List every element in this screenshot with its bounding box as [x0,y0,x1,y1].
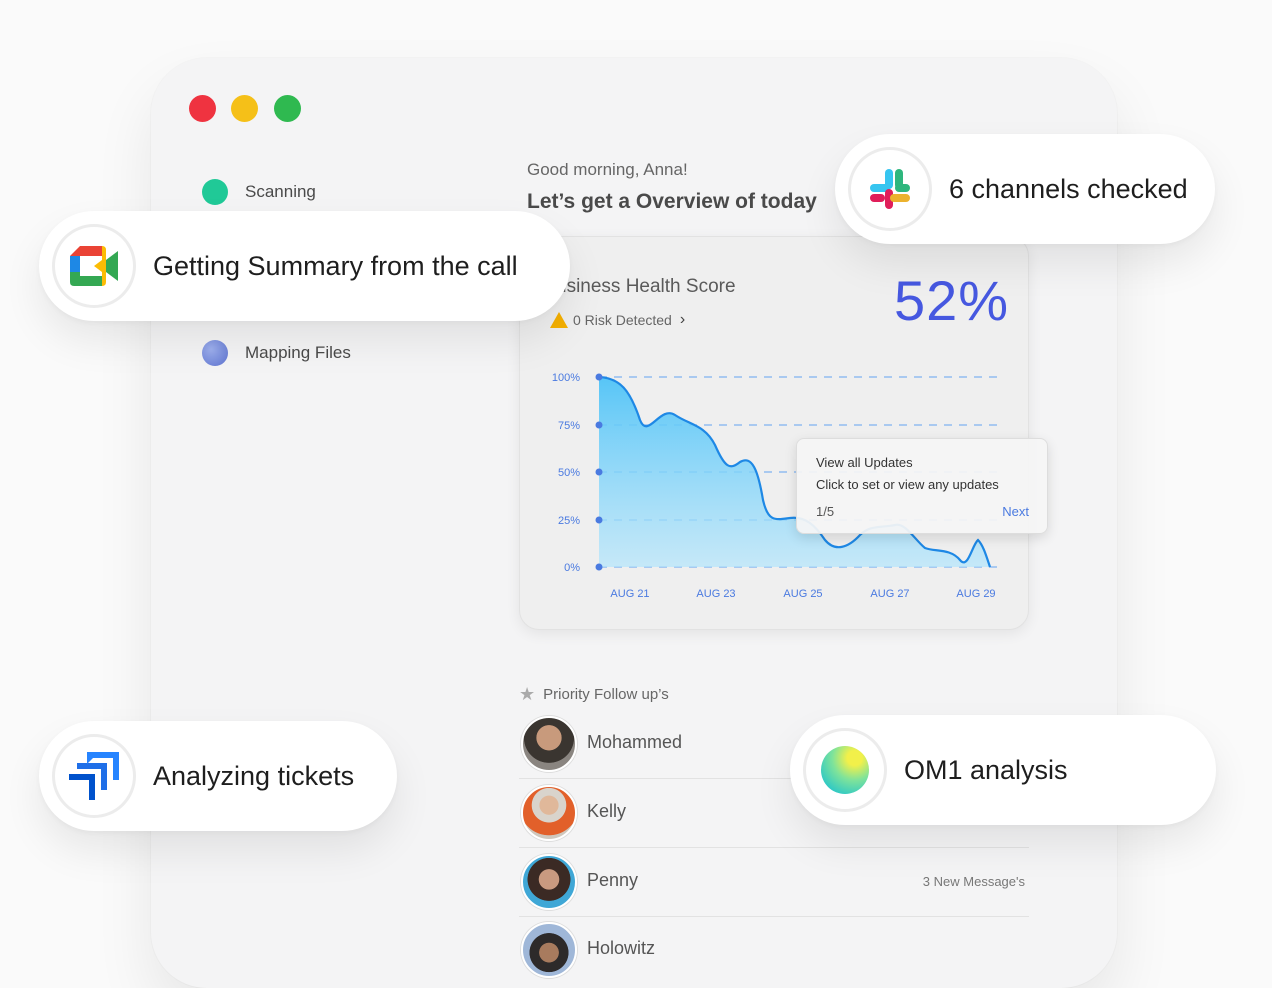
page-title: Let’s get a Overview of today [527,190,817,213]
google-meet-icon [52,224,136,308]
avatar [521,785,577,841]
step-label: Scanning [245,182,316,201]
maximize-window-button[interactable] [274,95,301,122]
avatar [521,922,577,978]
star-icon: ★ [519,684,536,704]
slack-icon [848,147,932,231]
contact-name: Penny [587,870,639,890]
step-scanning: Scanning [202,178,316,206]
list-item-holowitz[interactable]: Holowitz [519,916,1029,984]
chevron-right-icon: › [679,311,686,328]
priority-header: ★ Priority Follow up’s [519,684,669,705]
pill-label: Analyzing tickets [153,760,355,791]
status-dot-icon [202,340,228,366]
list-item-kelly[interactable]: Kelly [519,779,1029,848]
contact-name: Mohammed [587,732,683,752]
pill-label: Getting Summary from the call [153,250,518,281]
health-score-value: 52% [894,269,1010,332]
pill-label: OM1 analysis [904,754,1068,785]
step-label: Mapping Files [245,343,351,362]
tooltip-step: 1/5 [816,504,835,519]
risk-label: 0 Risk Detected [573,312,672,328]
greeting-text: Good morning, Anna! [527,160,688,179]
jira-icon [52,734,136,818]
health-score-title: usiness Health Score [556,276,736,297]
pill-channels-checked: 6 channels checked [835,134,1215,244]
pill-analyzing-tickets: Analyzing tickets [39,721,397,831]
pill-label: 6 channels checked [949,173,1188,204]
avatar [521,716,577,772]
tooltip-next-button[interactable]: Next [1002,504,1029,519]
step-mapping-files: Mapping Files [202,339,351,367]
pill-call-summary: Getting Summary from the call [39,211,570,321]
list-item-penny[interactable]: Penny 3 New Message's [519,848,1029,917]
om1-gradient-icon [803,728,887,812]
close-window-button[interactable] [189,95,216,122]
status-dot-icon [202,179,228,205]
new-messages-badge: 3 New Message's [922,874,1025,889]
contact-name: Holowitz [587,938,656,958]
onboarding-tooltip: View all Updates Click to set or view an… [796,438,1048,534]
contact-name: Kelly [587,801,627,821]
avatar [521,854,577,910]
list-item-mohammed[interactable]: Mohammed [519,710,1029,779]
pill-om1-analysis: OM1 analysis [790,715,1216,825]
risk-detected-link[interactable]: 0 Risk Detected › [550,311,685,329]
tooltip-body: Click to set or view any updates [816,477,999,492]
tooltip-title: View all Updates [816,455,913,470]
warning-icon [550,312,568,328]
priority-title: Priority Follow up’s [543,686,669,703]
minimize-window-button[interactable] [231,95,258,122]
